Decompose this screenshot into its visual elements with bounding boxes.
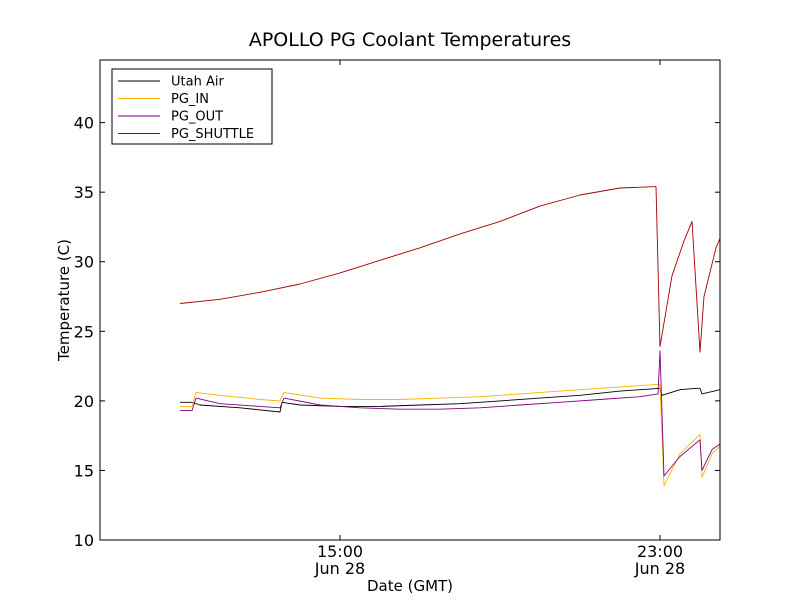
x-tick-label-time: 23:00 [637,542,683,561]
chart-title: APOLLO PG Coolant Temperatures [249,29,571,51]
series-line-pg-in [180,383,720,487]
x-tick-label-date: Jun 28 [314,559,365,578]
y-tick-label: 10 [74,531,94,550]
legend-label-utah-air: Utah Air [171,75,224,90]
legend-label-pg-out: PG_OUT [171,110,223,125]
series-layer [179,186,720,487]
series-line-utah-air [180,387,720,413]
series-line-pg-shuttle [179,186,720,353]
legend-label-pg-shuttle: PG_SHUTTLE [171,127,254,142]
y-tick-label: 30 [74,253,94,272]
y-tick-label: 25 [74,322,94,341]
y-tick-label: 40 [74,114,94,133]
x-tick-label-time: 15:00 [317,542,363,561]
legend-entries: Utah Air PG_IN PG_OUT PG_SHUTTLE [118,75,254,142]
x-tick-label-date: Jun 28 [634,559,685,578]
y-tick-label: 20 [74,392,94,411]
x-axis-label: Date (GMT) [367,577,453,595]
legend-label-pg-in: PG_IN [171,92,209,107]
series-line-pg-out [180,350,720,477]
y-axis-label: Temperature (C) [55,239,73,362]
plot-frame [99,59,721,541]
y-tick-label: 15 [74,461,94,480]
legend: Utah Air PG_IN PG_OUT PG_SHUTTLE [111,68,273,145]
y-tick-label: 35 [74,183,94,202]
y-axis: 10 15 20 25 30 35 40 [74,114,720,550]
